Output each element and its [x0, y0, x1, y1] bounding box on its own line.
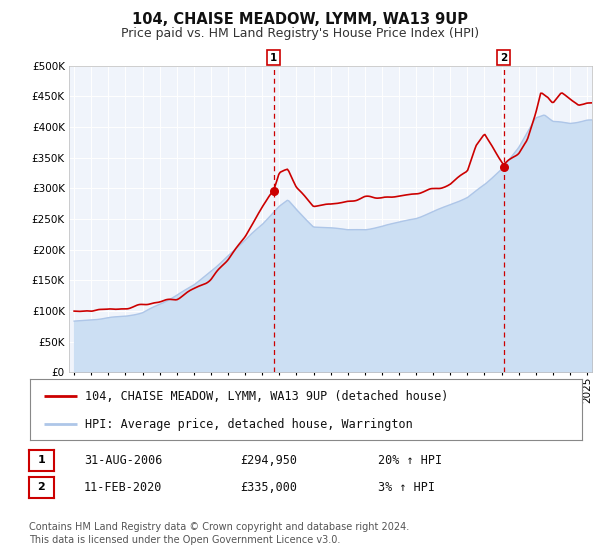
Text: 2: 2 [38, 482, 45, 492]
Text: Contains HM Land Registry data © Crown copyright and database right 2024.
This d: Contains HM Land Registry data © Crown c… [29, 522, 409, 545]
Text: 31-AUG-2006: 31-AUG-2006 [84, 454, 163, 467]
Text: 20% ↑ HPI: 20% ↑ HPI [378, 454, 442, 467]
Text: HPI: Average price, detached house, Warrington: HPI: Average price, detached house, Warr… [85, 418, 413, 431]
Text: Price paid vs. HM Land Registry's House Price Index (HPI): Price paid vs. HM Land Registry's House … [121, 27, 479, 40]
Text: 104, CHAISE MEADOW, LYMM, WA13 9UP: 104, CHAISE MEADOW, LYMM, WA13 9UP [132, 12, 468, 27]
Text: £294,950: £294,950 [240, 454, 297, 467]
Text: 104, CHAISE MEADOW, LYMM, WA13 9UP (detached house): 104, CHAISE MEADOW, LYMM, WA13 9UP (deta… [85, 390, 449, 403]
Text: 11-FEB-2020: 11-FEB-2020 [84, 480, 163, 494]
Text: £335,000: £335,000 [240, 480, 297, 494]
Text: 1: 1 [38, 455, 45, 465]
Point [499, 162, 508, 171]
Text: 2: 2 [500, 53, 507, 63]
Text: 3% ↑ HPI: 3% ↑ HPI [378, 480, 435, 494]
Text: 1: 1 [270, 53, 277, 63]
Point [269, 187, 278, 196]
